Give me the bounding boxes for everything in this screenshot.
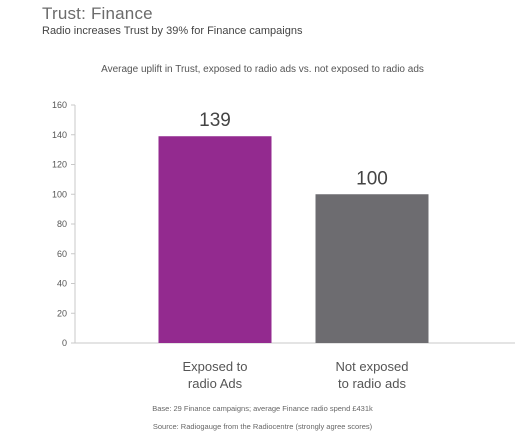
page-subtitle: Radio increases Trust by 39% for Finance… <box>42 25 303 37</box>
category-label-line: to radio ads <box>338 376 406 391</box>
data-label: 100 <box>356 168 388 189</box>
source-footnote: Source: Radiogauge from the Radiocentre … <box>152 422 373 431</box>
bars <box>158 136 429 343</box>
bar <box>158 136 272 343</box>
category-label-exposed: Exposed to radio Ads <box>140 358 290 392</box>
category-label-line: radio Ads <box>187 376 243 391</box>
y-axis: 0 20 40 60 80 100 120 140 160 <box>52 100 515 348</box>
y-tick-label: 0 <box>62 338 67 348</box>
category-label-line: Not exposed <box>335 359 409 374</box>
y-tick-label: 160 <box>52 100 67 110</box>
base-footnote: Base: 29 Finance campaigns; average Fina… <box>152 404 373 413</box>
y-tick-label: 100 <box>52 189 67 199</box>
page-title: Trust: Finance <box>42 4 153 23</box>
data-labels: 139 100 <box>199 110 388 189</box>
category-label-line: Exposed to <box>182 359 248 374</box>
chart-title: Average uplift in Trust, exposed to radi… <box>101 64 424 75</box>
y-tick-label: 60 <box>57 249 67 259</box>
y-tick-label: 40 <box>57 279 67 289</box>
y-tick-label: 120 <box>52 160 67 170</box>
bar <box>315 194 429 343</box>
y-tick-label: 140 <box>52 130 67 140</box>
y-tick-label: 80 <box>57 219 67 229</box>
data-label: 139 <box>199 110 231 131</box>
y-tick-label: 20 <box>57 308 67 318</box>
category-label-not-exposed: Not exposed to radio ads <box>297 358 447 392</box>
